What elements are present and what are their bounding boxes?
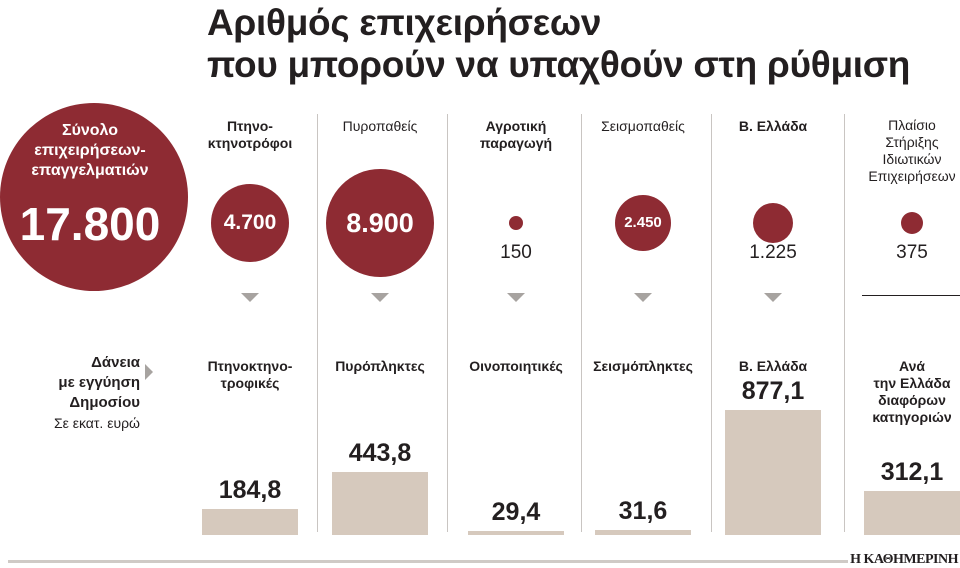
bar-value-label: 31,6: [618, 497, 668, 526]
bar: [725, 410, 821, 535]
bar: [864, 490, 960, 535]
bar-category-label: Β. Ελλάδα: [738, 358, 808, 374]
bar-category-label: Πτηνοκτηνο- τροφικές: [207, 358, 293, 391]
bubble-category-label: Πτηνο- κτηνοτρόφοι: [207, 118, 293, 151]
column-divider: [447, 114, 448, 532]
bar-value-label: 443,8: [348, 438, 412, 467]
chart-title: Αριθμός επιχειρήσεων που μπορούν να υπαχ…: [207, 2, 910, 86]
arrow-down-icon: [764, 293, 782, 302]
bubble-circle: [210, 183, 290, 263]
arrow-down-icon: [371, 293, 389, 302]
total-label: Σύνολο επιχειρήσεων- επαγγελματιών: [31, 122, 149, 179]
bubble-category-label: Β. Ελλάδα: [738, 118, 808, 134]
bar: [595, 530, 691, 535]
section-divider: [862, 295, 960, 296]
bubble-value-label: 150: [500, 242, 532, 263]
bubble-category-label: Σεισμοπαθείς: [601, 118, 685, 134]
arrow-down-icon: [634, 293, 652, 302]
title-line-2: που μπορούν να υπαχθούν στη ρύθμιση: [207, 44, 911, 85]
column-divider: [581, 114, 582, 532]
arrow-right-icon: [145, 364, 153, 380]
bubble-circle: [614, 194, 672, 252]
bar-value-label: 312,1: [880, 457, 944, 486]
bar-category-label: Πυρόπληκτες: [335, 358, 425, 374]
bar-category-label: Οινοποιητικές: [469, 358, 563, 374]
bar-category-label: Σεισμόπληκτες: [593, 358, 693, 374]
bar-value-label: 29,4: [491, 497, 541, 526]
bubble-category-label: Πυροπαθείς: [342, 118, 418, 134]
arrow-down-icon: [241, 293, 259, 302]
column-divider: [844, 114, 845, 532]
column-divider: [317, 114, 318, 532]
arrow-down-icon: [507, 293, 525, 302]
loans-unit: Σε εκατ. ευρώ: [53, 415, 140, 431]
bar-value-label: 877,1: [741, 377, 805, 405]
bubble-value-label: 2.450: [624, 214, 662, 231]
bar-value-label: 184,8: [218, 475, 282, 504]
bar: [202, 508, 298, 535]
bubble-category-label: Αγροτική παραγωγή: [479, 118, 553, 151]
bubble-value-label: 8.900: [346, 207, 414, 238]
bar: [468, 530, 564, 535]
bubble-circle: [752, 202, 794, 244]
total-circle: [0, 103, 188, 291]
bubble-value-label: 375: [896, 242, 928, 263]
bubble-circle: [326, 169, 434, 277]
loans-label-title: Δάνεια με εγγύηση Δημοσίου: [58, 354, 140, 411]
bubble-value-label: 1.225: [749, 242, 797, 263]
bubble-value-label: 4.700: [223, 211, 277, 235]
bar: [332, 471, 428, 535]
bar-category-label: Ανά την Ελλάδα διαφόρων κατηγοριών: [872, 358, 952, 425]
bubble-circle: [508, 215, 523, 230]
bubble-category-label: Πλαίσιο Στήριξης Ιδιωτικών Επιχειρήσεων: [868, 117, 956, 184]
title-line-1: Αριθμός επιχειρήσεων: [207, 2, 602, 43]
total-value: 17.800: [19, 198, 161, 250]
loans-label: Δάνεια με εγγύηση Δημοσίου: [18, 353, 140, 413]
source-label: Η ΚΑΘΗΜΕΡΙΝΗ: [850, 552, 958, 567]
footer-line: [8, 560, 848, 563]
column-divider: [711, 114, 712, 532]
bubble-circle: [900, 211, 924, 235]
